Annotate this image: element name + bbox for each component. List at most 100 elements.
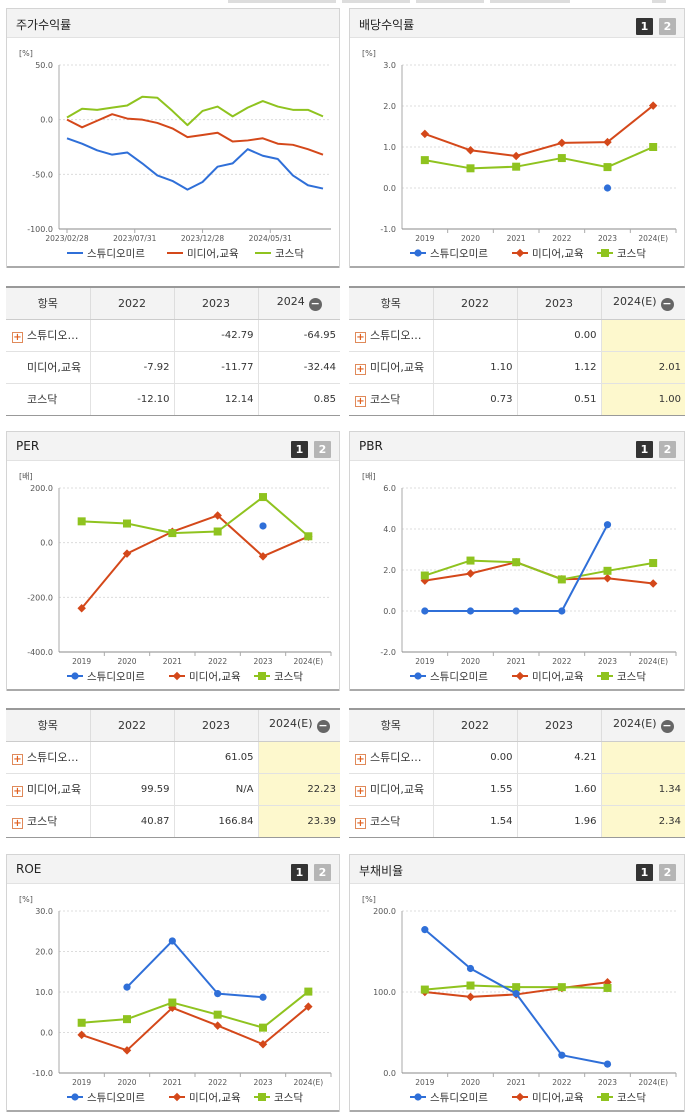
data-point-square: [512, 983, 521, 992]
data-point-circle: [512, 607, 520, 615]
unit-label: [배]: [362, 472, 376, 481]
expand-plus-icon[interactable]: +: [355, 364, 366, 375]
column-header-item: 항목: [349, 708, 433, 742]
x-tick-label: 2022: [552, 234, 571, 243]
data-point-circle: [414, 249, 422, 257]
data-point-square: [213, 527, 222, 536]
data-point-square: [168, 529, 177, 538]
legend-item-kosdaq: 코스닥: [597, 671, 646, 683]
x-tick-label: 2024(E): [638, 657, 668, 666]
x-tick-label: 2020: [117, 657, 136, 666]
chart-1-button[interactable]: 1: [291, 864, 308, 881]
data-point-diamond: [466, 992, 475, 1002]
table-cell: [89, 319, 174, 352]
table-cell: 23.39: [257, 805, 340, 838]
data-point-square: [466, 556, 475, 565]
chart-1-button[interactable]: 1: [636, 864, 653, 881]
data-point-square: [512, 558, 521, 567]
series-kosdaq: [420, 143, 658, 173]
legend-item-studio: 스튜디오미르: [410, 671, 488, 683]
column-header-year: 2022: [432, 708, 517, 742]
data-point-square: [603, 163, 612, 172]
expand-plus-icon[interactable]: +: [12, 754, 23, 765]
table-row: + 코스닥 0.73 0.51 1.00: [349, 383, 685, 416]
data-point-diamond: [304, 1002, 313, 1011]
data-point-square: [601, 249, 609, 257]
y-tick-label: -400.0: [27, 648, 53, 657]
data-point-square: [123, 519, 131, 528]
table-cell: -11.77: [173, 351, 258, 384]
x-tick-label: 2022: [552, 1078, 571, 1087]
table-row: + 스튜디오… 0.00: [349, 319, 685, 352]
data-point-square: [123, 1015, 131, 1024]
chart-1-button[interactable]: 1: [291, 441, 308, 458]
expand-plus-icon[interactable]: +: [355, 754, 366, 765]
chart-2-button[interactable]: 2: [314, 864, 331, 881]
data-point-diamond: [258, 1040, 268, 1049]
data-point-square: [77, 517, 86, 526]
table-cell: 12.14: [173, 383, 258, 416]
series-line-kosdaq: [424, 559, 654, 581]
table-cell: [432, 319, 517, 352]
table-cell: 61.05: [173, 741, 258, 774]
y-tick-label: 200.0: [373, 907, 396, 916]
data-point-square: [77, 1018, 86, 1027]
panel-title: 배당수익률: [359, 18, 415, 32]
data-point-diamond: [213, 511, 222, 520]
collapse-icon[interactable]: −: [660, 297, 674, 312]
expand-plus-icon[interactable]: +: [355, 786, 366, 797]
collapse-icon[interactable]: −: [316, 719, 330, 734]
column-header-year: 2024(E) −: [257, 708, 340, 742]
table-cell: 99.59: [89, 773, 174, 806]
expand-plus-icon[interactable]: +: [12, 818, 23, 829]
chart-2-button[interactable]: 2: [659, 864, 676, 881]
series-media: [420, 101, 658, 161]
table-cell: 40.87: [89, 805, 174, 838]
data-point-circle: [466, 964, 475, 973]
series-media: [66, 113, 324, 156]
column-header-year: 2024−: [257, 286, 340, 320]
table-cell: [600, 319, 685, 352]
series-line-media: [80, 514, 309, 609]
expand-plus-icon[interactable]: +: [12, 332, 23, 343]
data-point-diamond: [122, 1046, 132, 1055]
x-tick-label: 2023/07/31: [113, 234, 156, 243]
table-cell: N/A: [173, 773, 258, 806]
legend-item-kosdaq: 코스닥: [254, 1092, 303, 1104]
data-point-diamond: [213, 1021, 222, 1030]
chart-2-button[interactable]: 2: [659, 441, 676, 458]
column-header-year: 2023: [173, 286, 258, 320]
x-tick-label: 2022: [552, 657, 571, 666]
data-point-circle: [414, 1093, 422, 1101]
y-tick-label: 0.0: [40, 1029, 53, 1038]
column-header-year: 2024(E) −: [600, 708, 685, 742]
y-tick-label: -50.0: [32, 170, 53, 179]
chart-1-button[interactable]: 1: [636, 18, 653, 35]
series-kosdaq: [420, 981, 612, 994]
x-tick-label: 2022: [208, 1078, 227, 1087]
chart-2-button[interactable]: 2: [659, 18, 676, 35]
legend-label: 코스닥: [274, 1092, 303, 1104]
y-tick-label: 0.0: [383, 184, 396, 193]
expand-plus-icon[interactable]: +: [355, 396, 366, 407]
column-header-year: 2023: [173, 708, 258, 742]
expand-plus-icon[interactable]: +: [355, 818, 366, 829]
chart-1-button[interactable]: 1: [636, 441, 653, 458]
unit-label: [%]: [362, 49, 376, 58]
collapse-icon[interactable]: −: [308, 297, 322, 312]
chart-2-button[interactable]: 2: [314, 441, 331, 458]
x-tick-label: 2024(E): [638, 234, 668, 243]
y-tick-label: 4.0: [383, 525, 396, 534]
data-point-diamond: [648, 579, 658, 588]
data-point-diamond: [420, 129, 430, 139]
per-table: 항목 2022 2023 2024(E) − + 스튜디오… 61.05 + 미디어,교육 99.5…: [6, 708, 340, 838]
unit-label: [%]: [362, 895, 376, 904]
data-point-diamond: [557, 138, 567, 148]
legend-item-media: 미디어,교육: [512, 671, 584, 683]
expand-plus-icon[interactable]: +: [12, 786, 23, 797]
column-header-year: 2022: [432, 286, 517, 320]
collapse-icon[interactable]: −: [660, 719, 674, 734]
expand-plus-icon[interactable]: +: [355, 332, 366, 343]
